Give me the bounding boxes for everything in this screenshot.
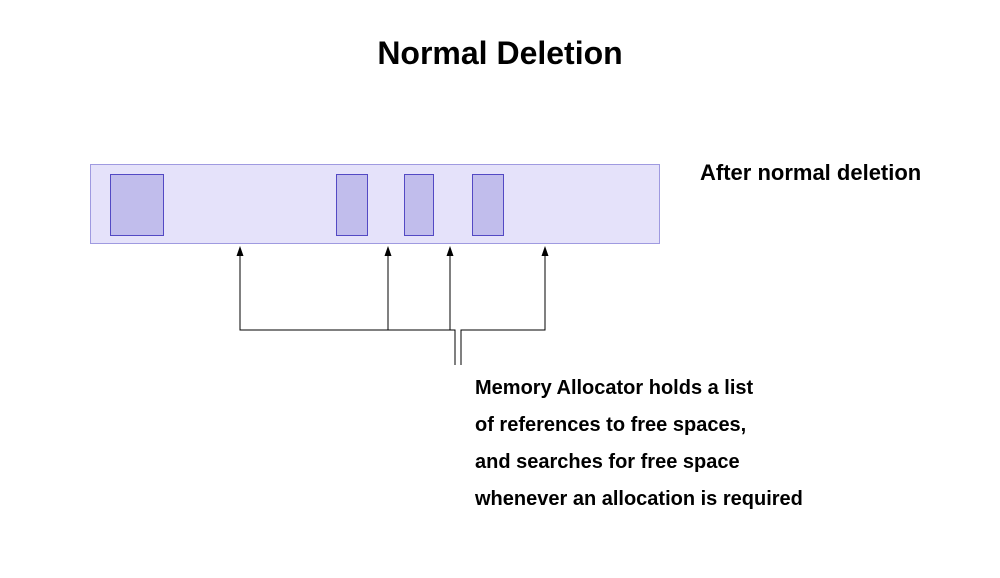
bar-caption: After normal deletion bbox=[700, 160, 921, 186]
description-line: and searches for free space bbox=[475, 444, 803, 481]
description-line: whenever an allocation is required bbox=[475, 481, 803, 518]
allocator-description: Memory Allocator holds a listof referenc… bbox=[475, 370, 803, 518]
pointer-arrow bbox=[385, 246, 456, 365]
description-line: of references to free spaces, bbox=[475, 407, 803, 444]
pointer-arrow bbox=[447, 246, 456, 365]
pointer-arrow bbox=[461, 246, 549, 365]
description-line: Memory Allocator holds a list bbox=[475, 370, 803, 407]
pointer-arrow bbox=[237, 246, 456, 365]
